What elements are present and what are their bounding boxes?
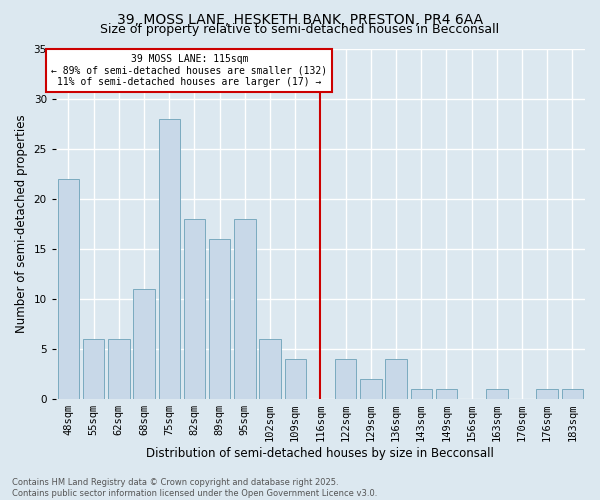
Bar	[108, 339, 130, 399]
Bar	[536, 389, 558, 399]
Bar	[58, 179, 79, 399]
Bar	[360, 379, 382, 399]
Text: Size of property relative to semi-detached houses in Becconsall: Size of property relative to semi-detach…	[100, 22, 500, 36]
Bar	[184, 219, 205, 399]
Bar	[436, 389, 457, 399]
X-axis label: Distribution of semi-detached houses by size in Becconsall: Distribution of semi-detached houses by …	[146, 447, 494, 460]
Text: 39 MOSS LANE: 115sqm
← 89% of semi-detached houses are smaller (132)
11% of semi: 39 MOSS LANE: 115sqm ← 89% of semi-detac…	[52, 54, 328, 87]
Bar	[486, 389, 508, 399]
Bar	[209, 239, 230, 399]
Bar	[385, 359, 407, 399]
Y-axis label: Number of semi-detached properties: Number of semi-detached properties	[15, 114, 28, 334]
Bar	[158, 119, 180, 399]
Text: Contains HM Land Registry data © Crown copyright and database right 2025.
Contai: Contains HM Land Registry data © Crown c…	[12, 478, 377, 498]
Bar	[335, 359, 356, 399]
Bar	[83, 339, 104, 399]
Bar	[562, 389, 583, 399]
Bar	[410, 389, 432, 399]
Bar	[259, 339, 281, 399]
Bar	[234, 219, 256, 399]
Bar	[284, 359, 306, 399]
Bar	[133, 289, 155, 399]
Text: 39, MOSS LANE, HESKETH BANK, PRESTON, PR4 6AA: 39, MOSS LANE, HESKETH BANK, PRESTON, PR…	[117, 12, 483, 26]
